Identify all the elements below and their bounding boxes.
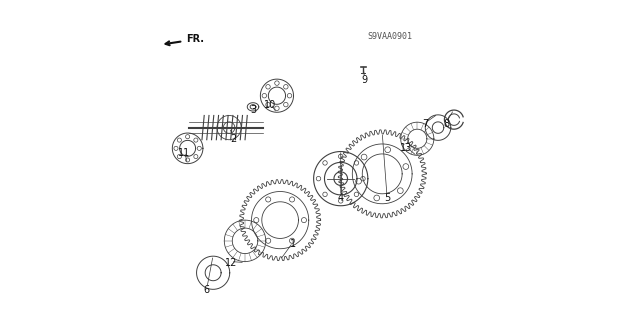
- Text: 4: 4: [338, 193, 344, 203]
- Text: 9: 9: [362, 75, 368, 85]
- Text: 6: 6: [204, 285, 210, 295]
- Text: 8: 8: [443, 119, 449, 130]
- Text: 5: 5: [384, 193, 390, 203]
- Text: 11: 11: [179, 148, 191, 158]
- Text: FR.: FR.: [166, 34, 204, 45]
- Text: 12: 12: [225, 258, 237, 268]
- Text: 3: 3: [250, 105, 256, 115]
- Text: 7: 7: [422, 119, 428, 130]
- Text: 2: 2: [231, 134, 237, 144]
- Text: 10: 10: [264, 100, 276, 110]
- Text: 1: 1: [290, 239, 296, 249]
- Text: S9VAA0901: S9VAA0901: [367, 32, 413, 41]
- Text: 13: 13: [400, 143, 412, 153]
